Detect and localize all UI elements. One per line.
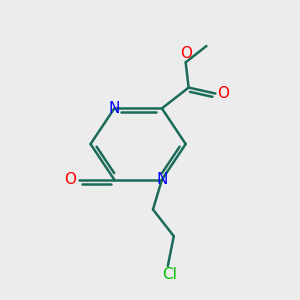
Text: O: O bbox=[64, 172, 76, 187]
Text: O: O bbox=[180, 46, 192, 61]
Text: N: N bbox=[109, 101, 120, 116]
Text: O: O bbox=[217, 86, 229, 101]
Text: Cl: Cl bbox=[162, 267, 177, 282]
Text: N: N bbox=[156, 172, 168, 187]
